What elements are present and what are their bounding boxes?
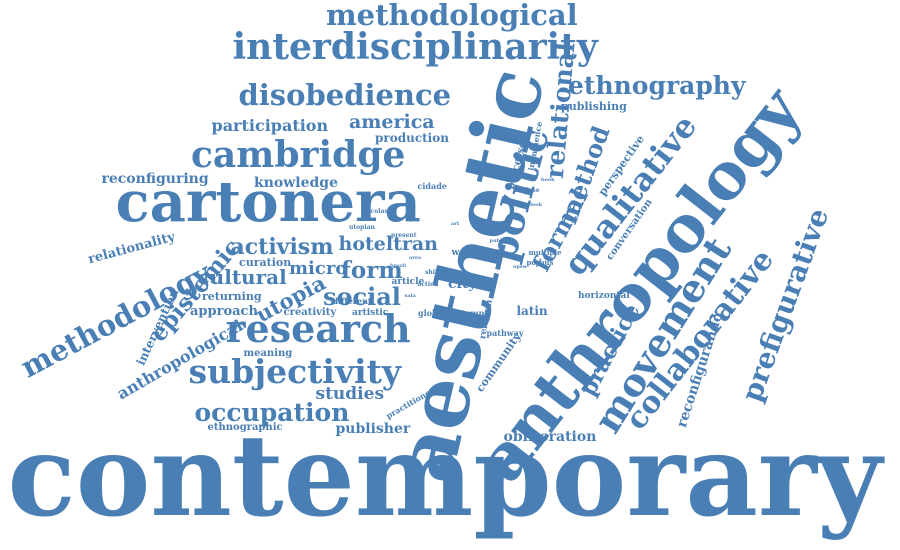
word-knowledge: knowledge — [254, 175, 338, 191]
word-interdisciplinarity: interdisciplinarity — [232, 26, 598, 68]
word-art: art — [451, 220, 460, 227]
word-pathway: pathway — [486, 328, 524, 338]
word-analyse: analyse — [514, 187, 540, 194]
word-new: new — [474, 218, 486, 225]
word-artistic: artistic — [352, 307, 389, 318]
word-activist: activist — [477, 226, 503, 233]
word-approach: approach — [190, 303, 258, 319]
word-book: book — [541, 176, 555, 183]
word-cidade: cidade — [417, 181, 447, 191]
word-production: production — [375, 131, 449, 145]
word-micro: micro — [289, 258, 348, 279]
word-participation: participation — [211, 116, 329, 135]
word-attempt: attempt — [452, 308, 488, 318]
word-america: america — [349, 110, 435, 133]
word-nicolas: nicolas — [364, 208, 388, 215]
word-city: city — [448, 276, 477, 292]
word-social: social — [323, 282, 401, 311]
word-arte: arte — [479, 253, 493, 260]
word-returning: returning — [202, 289, 262, 303]
word-sala: sala — [404, 292, 416, 299]
word-publisher: publisher — [335, 421, 411, 437]
word-brazil: brazil — [390, 262, 407, 269]
word-look: look — [530, 201, 543, 208]
word-prefigurative: prefigurative — [734, 203, 835, 406]
word-ethnographic: ethnographic — [207, 422, 283, 433]
word-reconfiguring: reconfiguring — [101, 171, 209, 187]
word-global: global — [418, 308, 446, 318]
word-shifting: shifting — [425, 269, 452, 276]
word-latin: latin — [516, 304, 548, 318]
word-research: research — [225, 306, 411, 351]
word-different: different — [332, 296, 372, 306]
word-studies: studies — [315, 383, 385, 404]
word-article: article — [391, 276, 425, 287]
word-multiple: multiple — [528, 247, 562, 257]
word-work: work — [451, 247, 477, 258]
word-methodological: methodological — [326, 0, 578, 32]
word-form: form — [341, 256, 403, 284]
word-ethnography: ethnography — [568, 70, 746, 100]
word-porous: porous — [526, 257, 554, 267]
word-relationality: relationality — [86, 229, 177, 267]
word-publishing: publishing — [561, 99, 627, 113]
word-disobedience: disobedience — [238, 77, 452, 112]
word-present: present — [391, 232, 417, 239]
word-obliteration: obliteration — [503, 429, 597, 445]
word-horizontal: horizontal — [578, 290, 630, 301]
word-cultural: cultural — [197, 265, 287, 289]
word-curation: curation — [239, 255, 292, 269]
word-creativity: creativity — [283, 307, 337, 318]
word-cartonera: cartonera — [115, 169, 421, 235]
word-contemporary: contemporary — [7, 411, 883, 542]
word-area: area — [409, 254, 422, 261]
word-public: public — [489, 237, 507, 244]
word-utopian: utopian — [349, 224, 375, 231]
word-occupation: occupation — [194, 397, 350, 427]
word-subjectivity: subjectivity — [188, 351, 402, 391]
word-hoteltran: hoteltran — [338, 232, 438, 255]
word-meaning: meaning — [243, 348, 293, 359]
word-cambridge: cambridge — [191, 134, 406, 176]
word-action: action — [417, 281, 439, 288]
word-activism: activism — [230, 234, 334, 260]
word-open: open — [513, 263, 527, 270]
